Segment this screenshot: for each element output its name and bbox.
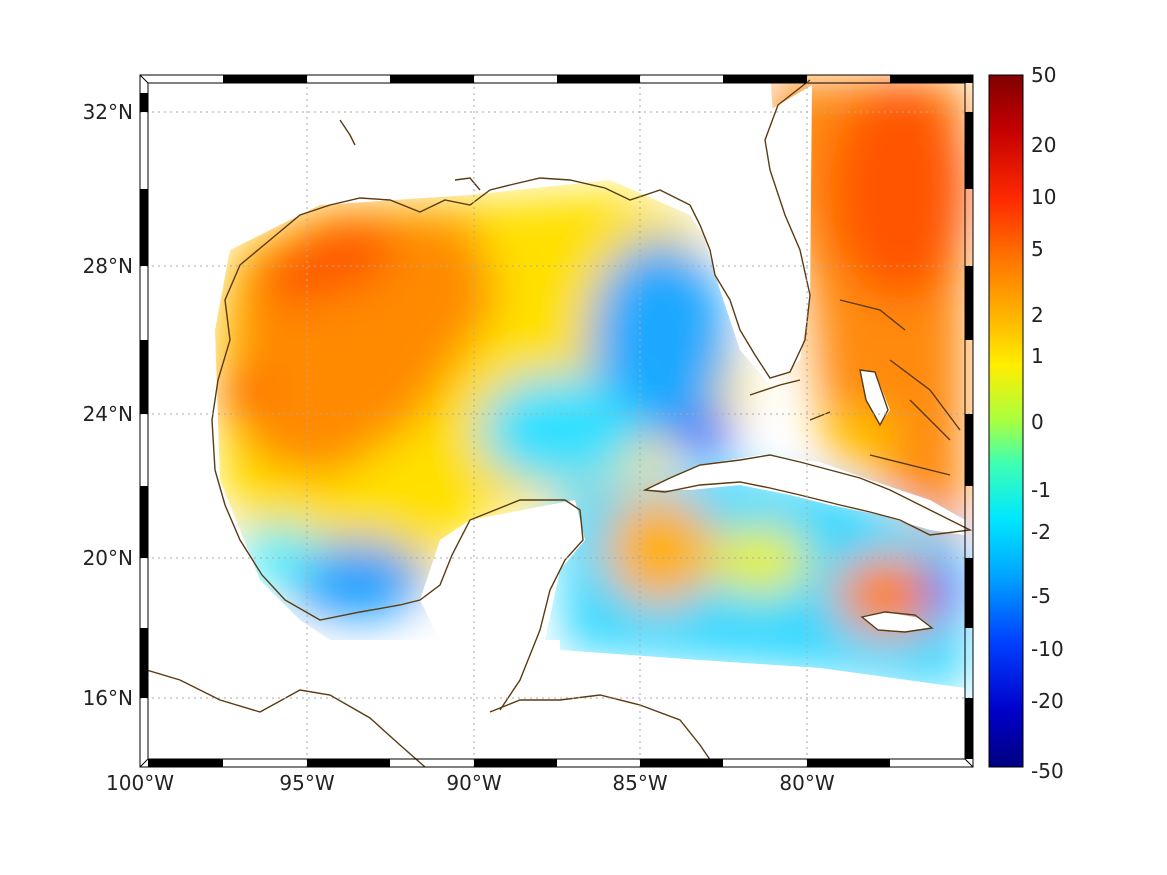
caribbean-yellow	[710, 525, 810, 595]
lat-tick-label: 16°N	[83, 686, 133, 710]
coastline-islands	[339, 119, 951, 476]
lon-tick-label: 95°W	[279, 771, 334, 795]
colorbar-tick-label: -10	[1031, 637, 1064, 661]
colorbar-tick-label: 5	[1031, 237, 1044, 261]
lat-tick-label: 24°N	[83, 402, 133, 426]
colorbar-tick-label: 20	[1031, 133, 1056, 157]
lon-tick-label: 80°W	[779, 771, 834, 795]
coastline-cuba	[642, 454, 973, 536]
colorbar-tick-label: -5	[1031, 584, 1051, 608]
colorbar-gradient	[988, 74, 1024, 768]
jamaica-land	[862, 612, 932, 632]
east-gulf-blue	[590, 240, 730, 440]
honduras-land	[480, 690, 720, 767]
frame-top	[223, 75, 973, 83]
lat-tick-labels: 32°N 28°N 24°N 20°N 16°N	[83, 100, 133, 710]
colorbar-tick-label: -50	[1031, 759, 1064, 783]
coastline-central-america	[140, 667, 426, 767]
lat-tick-label: 32°N	[83, 100, 133, 124]
colorbar-tick-label: -1	[1031, 478, 1051, 502]
colorbar: 50 20 10 5 2 1 0 -1 -2 -5 -10 -20 -50	[988, 63, 1064, 783]
southwest-cyan	[240, 525, 320, 585]
lon-tick-label: 90°W	[446, 771, 501, 795]
colorbar-tick-label: 0	[1031, 410, 1044, 434]
windward-blue	[925, 555, 965, 625]
colorbar-tick-label: 10	[1031, 185, 1056, 209]
jamaica-warm	[835, 555, 945, 635]
lon-tick-label: 85°W	[612, 771, 667, 795]
central-america-land	[140, 680, 430, 767]
colorbar-tick-label: 2	[1031, 303, 1044, 327]
lat-tick-label: 28°N	[83, 254, 133, 278]
frame-left	[140, 93, 148, 698]
central-gulf-cyan	[480, 375, 640, 485]
coastline-mexico-west	[214, 469, 584, 711]
coastline-jamaica	[860, 611, 934, 633]
atlantic-hot	[830, 80, 970, 300]
coastline-honduras	[489, 694, 716, 767]
lat-tick-label: 20°N	[83, 546, 133, 570]
coastline-bahamas	[839, 299, 961, 441]
data-field	[140, 75, 970, 767]
nw-shelf-hot	[250, 215, 400, 310]
frame-bottom	[148, 759, 890, 767]
north-land-mask	[320, 75, 780, 260]
frame-right	[965, 112, 973, 759]
campeche-blue	[285, 540, 425, 620]
cuba-land	[645, 455, 965, 535]
colorbar-tick-label: 50	[1031, 63, 1056, 87]
mexico-coast-hot	[218, 375, 262, 415]
andros-land	[860, 370, 890, 425]
lon-tick-label: 100°W	[106, 771, 174, 795]
west-land-mask	[140, 75, 330, 700]
florida-land	[690, 85, 812, 385]
straits-blue	[675, 413, 735, 457]
colorbar-tick-label: -20	[1031, 689, 1064, 713]
colorbar-tick-label: 1	[1031, 344, 1044, 368]
nw-caribbean-warm	[605, 495, 715, 605]
map-frame	[139, 74, 974, 768]
coastline-gulf-north	[211, 79, 811, 471]
lon-tick-labels: 100°W 95°W 90°W 85°W 80°W	[106, 771, 835, 795]
gridlines	[140, 75, 973, 767]
colorbar-tick-label: -2	[1031, 520, 1051, 544]
coastlines	[140, 79, 973, 767]
bahamas-yellow	[820, 410, 900, 470]
